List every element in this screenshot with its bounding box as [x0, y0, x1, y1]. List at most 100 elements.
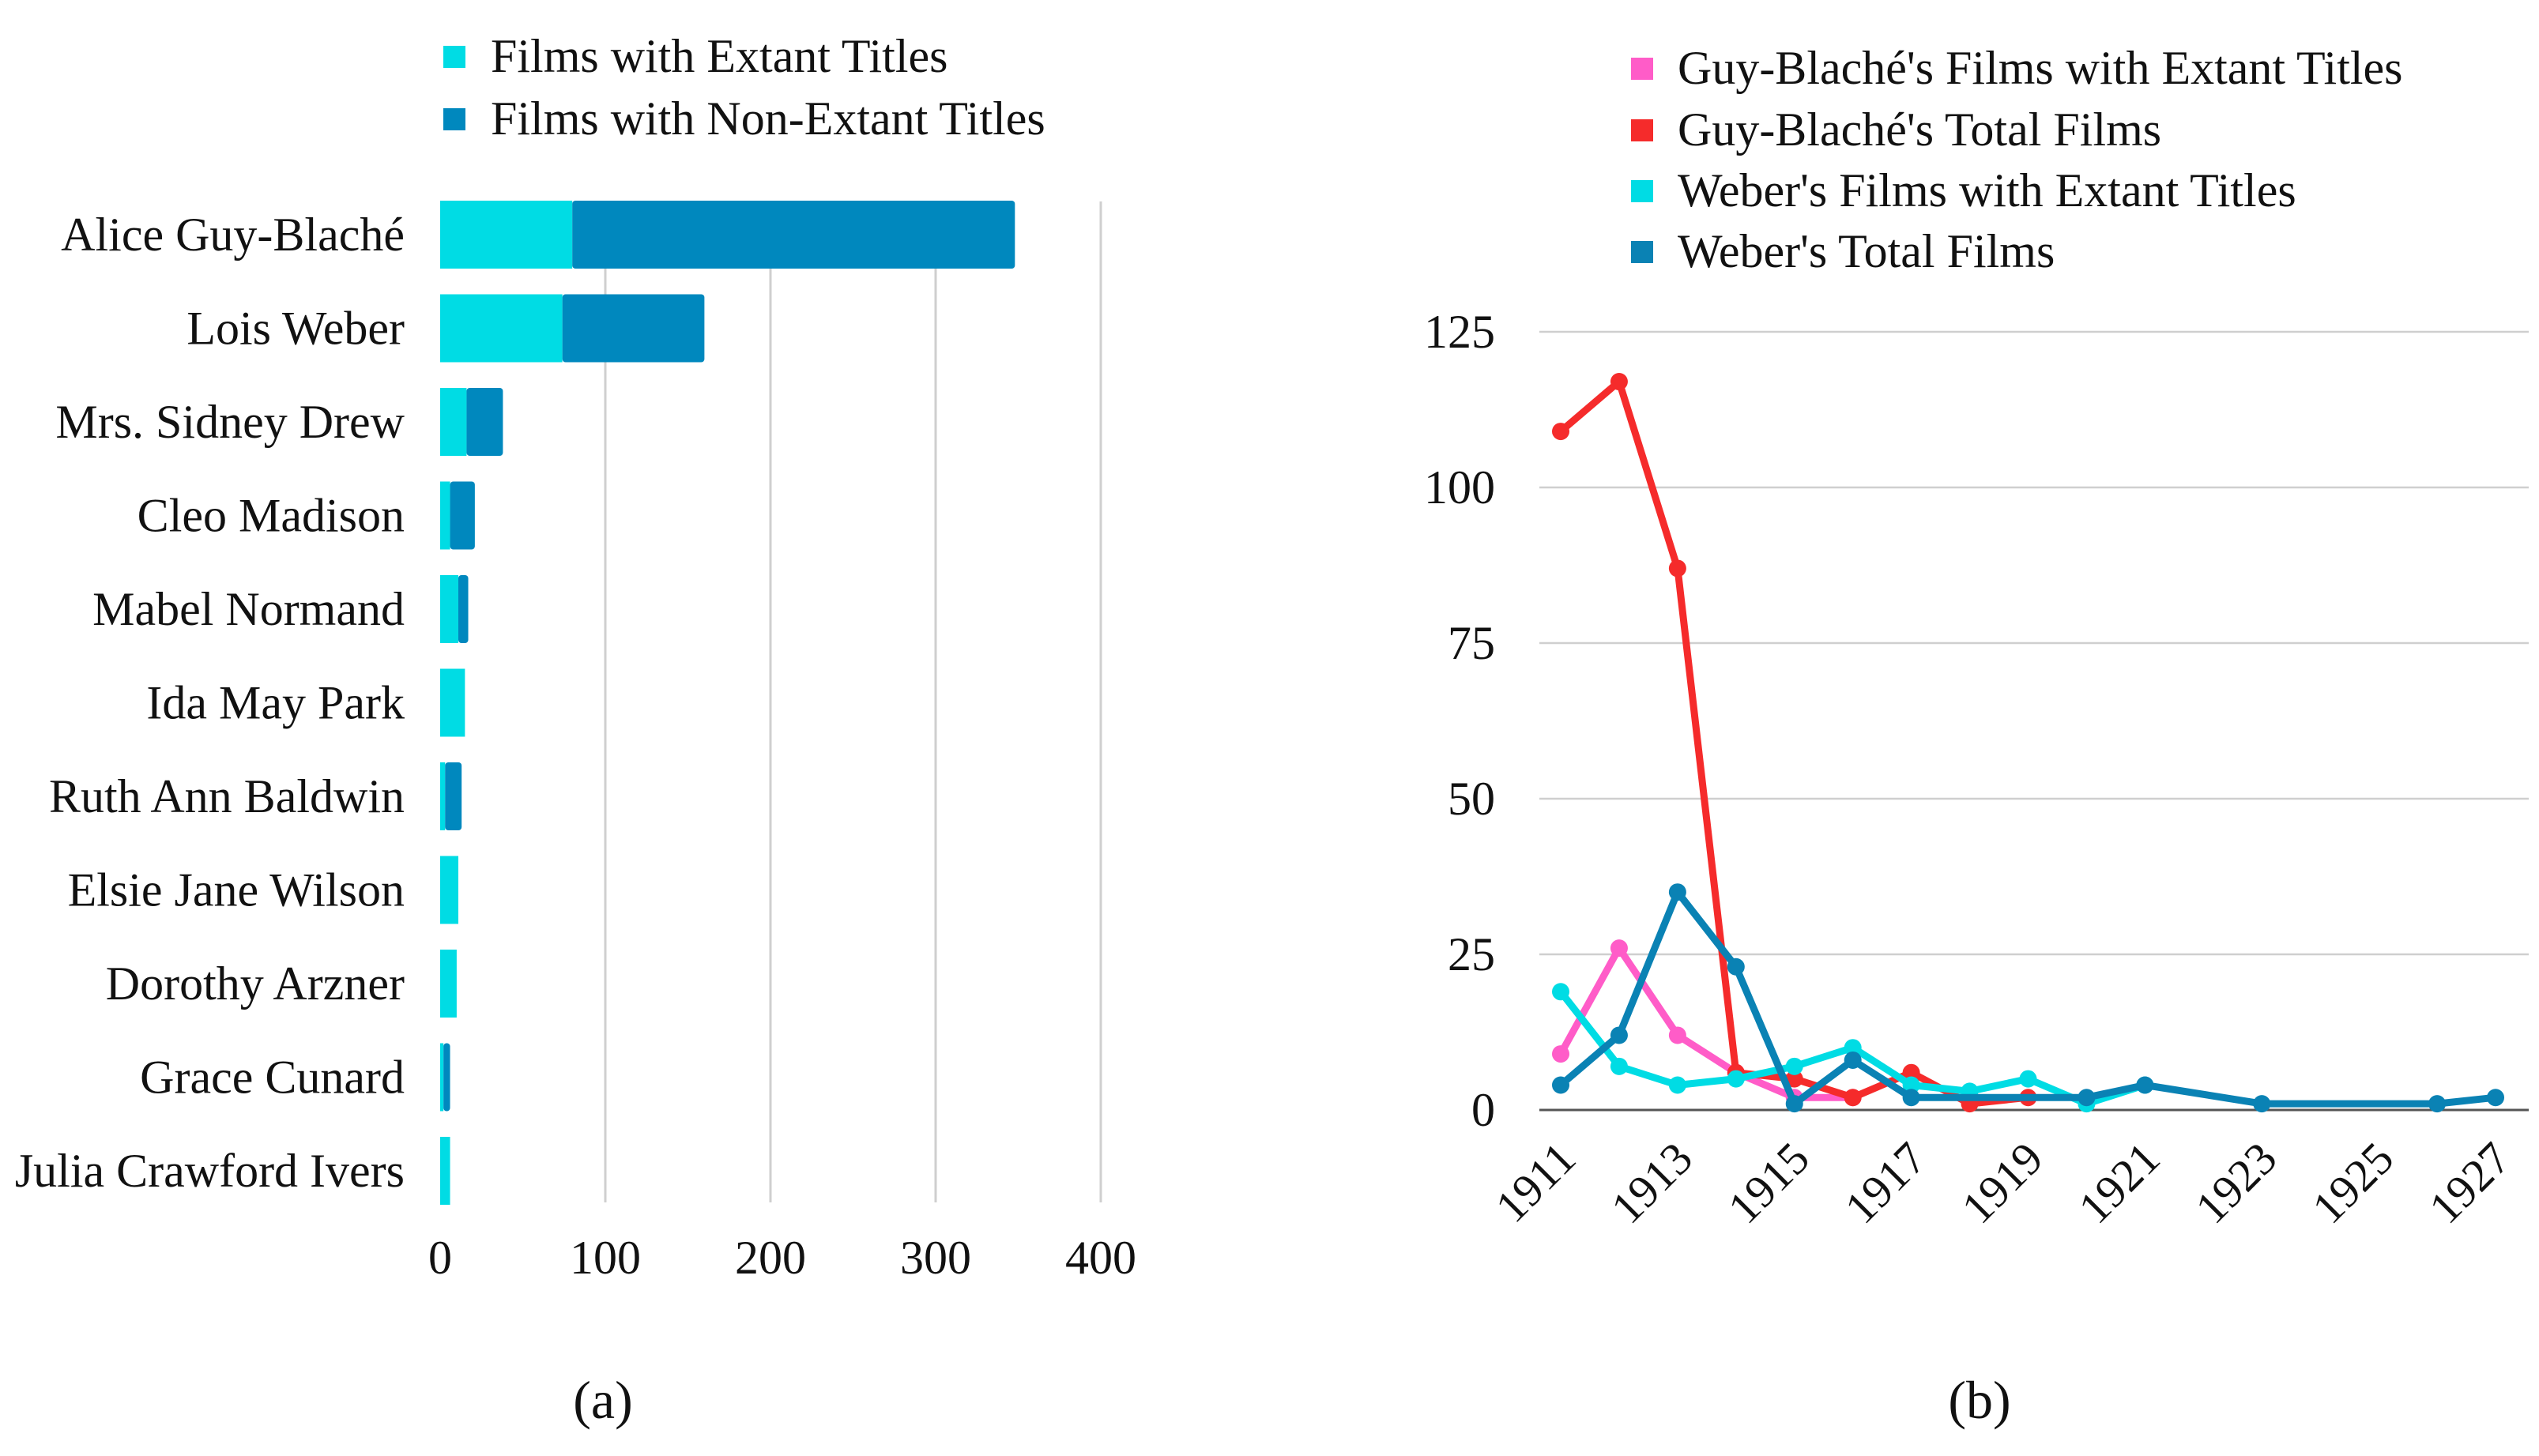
panel-a-x-tick-label: 100 [570, 1232, 641, 1284]
point-weber-s-total-films-1912 [1610, 1026, 1628, 1044]
panel-a-bars [440, 201, 1015, 1205]
category-label-mrs-sidney-drew: Mrs. Sidney Drew [55, 396, 405, 448]
panel-a-category-labels: Alice Guy-Blaché Lois Weber Mrs. Sidney Dr… [15, 209, 405, 1197]
point-weber-s-films-with-extant-titles-1917 [1902, 1076, 1920, 1094]
panel-b-y-tick-label: 25 [1448, 928, 1495, 980]
panel-a-gridlines [604, 201, 1102, 1202]
point-guy-blach-s-films-with-extant-titles-1912 [1610, 939, 1628, 957]
panel-b-y-tick-label: 0 [1471, 1084, 1495, 1136]
point-weber-s-total-films-1913 [1668, 883, 1686, 901]
panel-a-bar-chart: Alice Guy-Blaché Lois Weber Mrs. Sidney Dr… [15, 30, 1136, 1430]
legend-swatch-films-with-non-extant-titles [443, 108, 465, 130]
panel-b-x-tick-label: 1925 [2302, 1132, 2403, 1233]
category-label-julia-crawford-ivers: Julia Crawford Ivers [15, 1145, 405, 1197]
panel-a-x-tick-label: 300 [900, 1232, 971, 1284]
point-guy-blach-s-films-with-extant-titles-1913 [1668, 1026, 1686, 1044]
panel-b-y-tick-label: 50 [1448, 773, 1495, 825]
bar-mabel-normand-films-with-non-extant-titles [458, 575, 469, 643]
bar-ida-may-park-films-with-extant-titles [440, 668, 465, 737]
bar-grace-cunard-films-with-non-extant-titles [443, 1043, 450, 1112]
point-weber-s-films-with-extant-titles-1916 [1844, 1039, 1862, 1057]
panel-b-y-tick-labels: 0 25 50 75 100 125 [1424, 306, 1495, 1136]
bar-mrs-sidney-drew-films-with-extant-titles [440, 388, 467, 456]
category-label-elsie-jane-wilson: Elsie Jane Wilson [68, 864, 405, 916]
point-weber-s-total-films-1923 [2253, 1095, 2271, 1113]
point-guy-blach-s-total-films-1917 [1902, 1063, 1920, 1082]
line-guy-blach-s-total-films [1557, 378, 2032, 1108]
panel-b-gridlines [1539, 330, 2529, 1112]
panel-a-x-tick-label: 0 [428, 1232, 452, 1284]
category-label-cleo-madison: Cleo Madison [137, 490, 405, 542]
panel-b-y-tick-label: 100 [1424, 461, 1495, 514]
legend-label-weber-s-films-with-extant-titles: Weber's Films with Extant Titles [1678, 164, 2296, 216]
panel-a-x-tick-label: 200 [735, 1232, 806, 1284]
legend-swatch-guy-blach-s-total-films [1631, 119, 1653, 141]
category-label-ida-may-park: Ida May Park [146, 677, 405, 729]
panel-b-legend: Guy-Blaché's Films with Extant Titles Guy… [1631, 42, 2403, 277]
category-label-lois-weber: Lois Weber [186, 303, 405, 355]
panel-b-y-tick-label: 125 [1424, 306, 1495, 358]
panel-b-x-tick-label: 1927 [2419, 1132, 2520, 1233]
point-guy-blach-s-total-films-1912 [1610, 373, 1628, 391]
point-weber-s-total-films-1926 [2428, 1095, 2447, 1113]
bar-ruth-ann-baldwin-films-with-non-extant-titles [445, 762, 462, 830]
bar-alice-guy-blach-films-with-extant-titles [440, 201, 573, 269]
point-weber-s-total-films-1915 [1785, 1095, 1803, 1113]
panel-a-x-tick-labels: 0 100 200 300 400 [428, 1232, 1136, 1284]
bar-dorothy-arzner-films-with-extant-titles [440, 950, 457, 1018]
bar-alice-guy-blach-films-with-non-extant-titles [572, 201, 1015, 269]
panel-b-x-tick-label: 1915 [1718, 1132, 1819, 1233]
panel-b-x-tick-label: 1923 [2185, 1132, 2286, 1233]
point-weber-s-films-with-extant-titles-1911 [1552, 983, 1569, 1001]
panel-b-x-tick-label: 1917 [1835, 1132, 1936, 1233]
legend-label-guy-blach-s-films-with-extant-titles: Guy-Blaché's Films with Extant Titles [1678, 42, 2403, 94]
legend-swatch-weber-s-films-with-extant-titles [1631, 180, 1653, 202]
point-weber-s-films-with-extant-titles-1915 [1785, 1057, 1803, 1075]
bar-grace-cunard-films-with-extant-titles [440, 1043, 444, 1112]
panel-b-y-tick-label: 75 [1448, 617, 1495, 669]
point-guy-blach-s-total-films-1915 [1785, 1070, 1803, 1088]
line-weber-s-total-films [1557, 888, 2499, 1108]
point-weber-s-total-films-1916 [1844, 1051, 1862, 1069]
panel-b-label: (b) [1948, 1370, 2010, 1430]
panel-b-x-tick-label: 1921 [2069, 1132, 2170, 1233]
panel-b-x-tick-labels: 1911 1913 1915 1917 1919 1921 1923 1925 1927 [1486, 1132, 2520, 1233]
point-weber-s-total-films-1914 [1727, 957, 1745, 976]
legend-label-guy-blach-s-total-films: Guy-Blaché's Total Films [1678, 103, 2161, 156]
legend-label-films-with-non-extant-titles: Films with Non-Extant Titles [491, 92, 1045, 145]
bar-lois-weber-films-with-extant-titles [440, 294, 563, 363]
point-weber-s-total-films-1911 [1552, 1076, 1569, 1094]
point-weber-s-films-with-extant-titles-1912 [1610, 1057, 1628, 1075]
panel-b-x-tick-label: 1919 [1952, 1132, 2053, 1233]
bar-lois-weber-films-with-non-extant-titles [562, 294, 705, 363]
category-label-grace-cunard: Grace Cunard [140, 1052, 405, 1104]
category-label-mabel-normand: Mabel Normand [92, 583, 405, 635]
bar-julia-crawford-ivers-films-with-extant-titles [440, 1137, 450, 1205]
bar-cleo-madison-films-with-extant-titles [440, 481, 450, 550]
point-guy-blach-s-films-with-extant-titles-1911 [1552, 1045, 1569, 1063]
legend-swatch-weber-s-total-films [1631, 241, 1653, 263]
point-weber-s-films-with-extant-titles-1914 [1727, 1070, 1745, 1088]
point-weber-s-films-with-extant-titles-1919 [2019, 1070, 2037, 1088]
point-weber-s-total-films-1920 [2078, 1089, 2096, 1107]
category-label-alice-guy-blach: Alice Guy-Blaché [61, 209, 405, 261]
category-label-ruth-ann-baldwin: Ruth Ann Baldwin [49, 770, 405, 822]
bar-elsie-jane-wilson-films-with-extant-titles [440, 856, 458, 924]
point-guy-blach-s-total-films-1916 [1844, 1089, 1862, 1107]
bar-ruth-ann-baldwin-films-with-extant-titles [440, 762, 446, 830]
legend-swatch-films-with-extant-titles [443, 46, 465, 68]
panel-b-x-tick-label: 1911 [1486, 1132, 1585, 1232]
panel-a-legend: Films with Extant Titles Films with Non-E… [443, 30, 1045, 145]
point-guy-blach-s-total-films-1913 [1668, 559, 1686, 578]
point-weber-s-films-with-extant-titles-1913 [1668, 1076, 1686, 1094]
point-weber-s-total-films-1921 [2136, 1076, 2154, 1094]
bar-cleo-madison-films-with-non-extant-titles [450, 481, 475, 550]
legend-label-films-with-extant-titles: Films with Extant Titles [491, 30, 947, 82]
point-guy-blach-s-total-films-1911 [1552, 423, 1569, 441]
line-guy-blach-s-films-with-extant-titles [1557, 944, 1857, 1101]
panel-a-x-tick-label: 400 [1065, 1232, 1136, 1284]
panel-b-x-tick-label: 1913 [1601, 1132, 1702, 1233]
category-label-dorothy-arzner: Dorothy Arzner [106, 957, 405, 1010]
